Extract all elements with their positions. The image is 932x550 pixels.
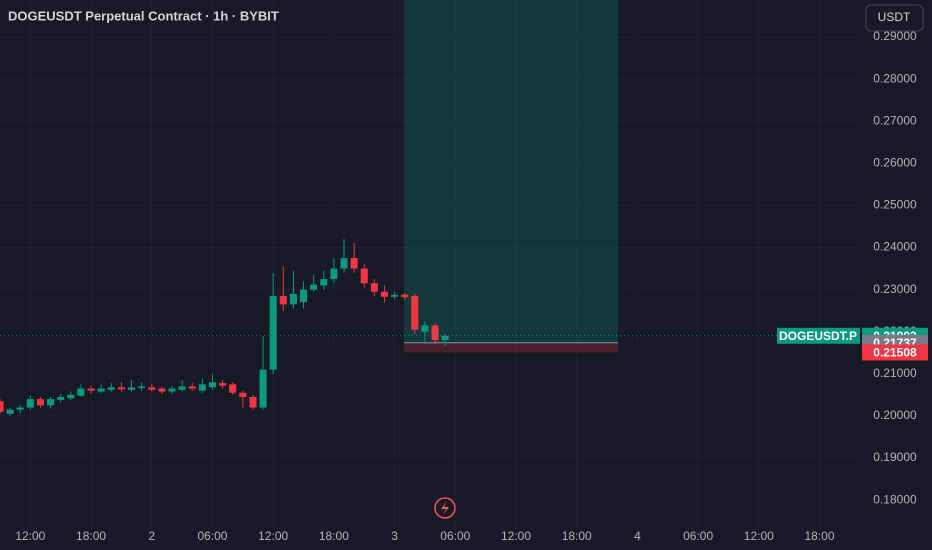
stop-zone xyxy=(404,342,618,353)
position-box xyxy=(404,0,618,353)
candle-body xyxy=(350,258,358,269)
symbol-label-bg xyxy=(777,327,860,344)
x-tick-label: 06:00 xyxy=(440,529,470,543)
x-tick-label: 12:00 xyxy=(15,529,45,543)
stop-price-label: 0.21508 xyxy=(873,346,917,360)
grid: 0.180000.190000.200000.210000.220000.230… xyxy=(15,29,918,544)
x-tick-label: 18:00 xyxy=(805,529,835,543)
x-tick-label: 18:00 xyxy=(562,529,592,543)
symbol-label: DOGEUSDT.P xyxy=(779,329,857,343)
candle-body xyxy=(107,387,115,390)
candle-body xyxy=(391,294,399,297)
candles xyxy=(0,239,449,416)
candle-body xyxy=(138,386,146,389)
x-tick-label: 18:00 xyxy=(319,529,349,543)
y-tick-label: 0.27000 xyxy=(873,113,917,127)
candle-body xyxy=(320,279,328,286)
candle-body xyxy=(299,289,308,303)
candle-body xyxy=(249,396,257,408)
x-tick-label: 2 xyxy=(148,529,155,543)
target-zone xyxy=(404,0,618,343)
candle-body xyxy=(259,369,267,408)
currency-button[interactable] xyxy=(865,4,924,32)
candle-body xyxy=(401,294,409,298)
x-tick-label: 3 xyxy=(391,529,398,543)
candle-body xyxy=(188,386,196,389)
stop-price-label-bg xyxy=(862,344,928,361)
x-tick-label: 18:00 xyxy=(76,529,106,543)
candle-body xyxy=(421,325,429,332)
candle-body xyxy=(411,295,419,330)
y-tick-label: 0.26000 xyxy=(873,156,917,170)
candle-body xyxy=(36,399,45,406)
candle-body xyxy=(47,399,55,406)
candle-body xyxy=(229,384,237,393)
candle-body xyxy=(67,394,75,399)
candle-body xyxy=(360,268,368,284)
candle-body xyxy=(330,268,338,280)
candle-body xyxy=(127,387,136,390)
candle-body xyxy=(269,295,277,370)
event-icon-bolt xyxy=(441,501,449,515)
candle-body xyxy=(87,388,95,391)
x-tick-label: 06:00 xyxy=(683,529,713,543)
x-tick-label: 12:00 xyxy=(501,529,531,543)
y-tick-label: 0.23000 xyxy=(873,282,917,296)
y-tick-label: 0.21000 xyxy=(873,366,917,380)
y-tick-label: 0.18000 xyxy=(873,492,917,506)
candle-body xyxy=(198,384,206,391)
x-tick-label: 06:00 xyxy=(197,529,227,543)
candle-body xyxy=(117,387,125,390)
candle-body xyxy=(380,291,389,297)
currency-button-label[interactable]: USDT xyxy=(878,10,911,24)
candle-body xyxy=(158,388,166,392)
candle-body xyxy=(0,401,4,412)
y-tick-label: 0.28000 xyxy=(873,71,917,85)
candle-body xyxy=(148,387,156,390)
candle-body xyxy=(340,258,348,269)
candle-body xyxy=(239,392,247,397)
candle-body xyxy=(370,283,378,292)
y-tick-label: 0.29000 xyxy=(873,29,917,43)
y-tick-label: 0.25000 xyxy=(873,198,917,212)
candle-body xyxy=(431,325,439,341)
candle-body xyxy=(219,383,227,386)
candle-body xyxy=(178,386,186,390)
candle-body xyxy=(57,396,65,400)
candle-body xyxy=(279,295,287,305)
x-tick-label: 4 xyxy=(634,529,641,543)
y-tick-label: 0.24000 xyxy=(873,240,917,254)
candle-body xyxy=(77,388,85,396)
candle-body xyxy=(16,407,24,410)
candle-body xyxy=(26,399,34,408)
candle-body xyxy=(208,382,217,388)
candle-body xyxy=(168,388,176,392)
x-tick-label: 12:00 xyxy=(744,529,774,543)
candle-body xyxy=(6,409,14,414)
x-tick-label: 12:00 xyxy=(258,529,288,543)
chart-title: DOGEUSDT Perpetual Contract · 1h · BYBIT xyxy=(8,8,279,23)
candle-body xyxy=(310,284,318,290)
y-tick-label: 0.19000 xyxy=(873,450,917,464)
candle-body xyxy=(441,335,449,341)
y-tick-label: 0.20000 xyxy=(873,408,917,422)
candle-body xyxy=(289,293,297,305)
candle-body xyxy=(97,388,105,392)
